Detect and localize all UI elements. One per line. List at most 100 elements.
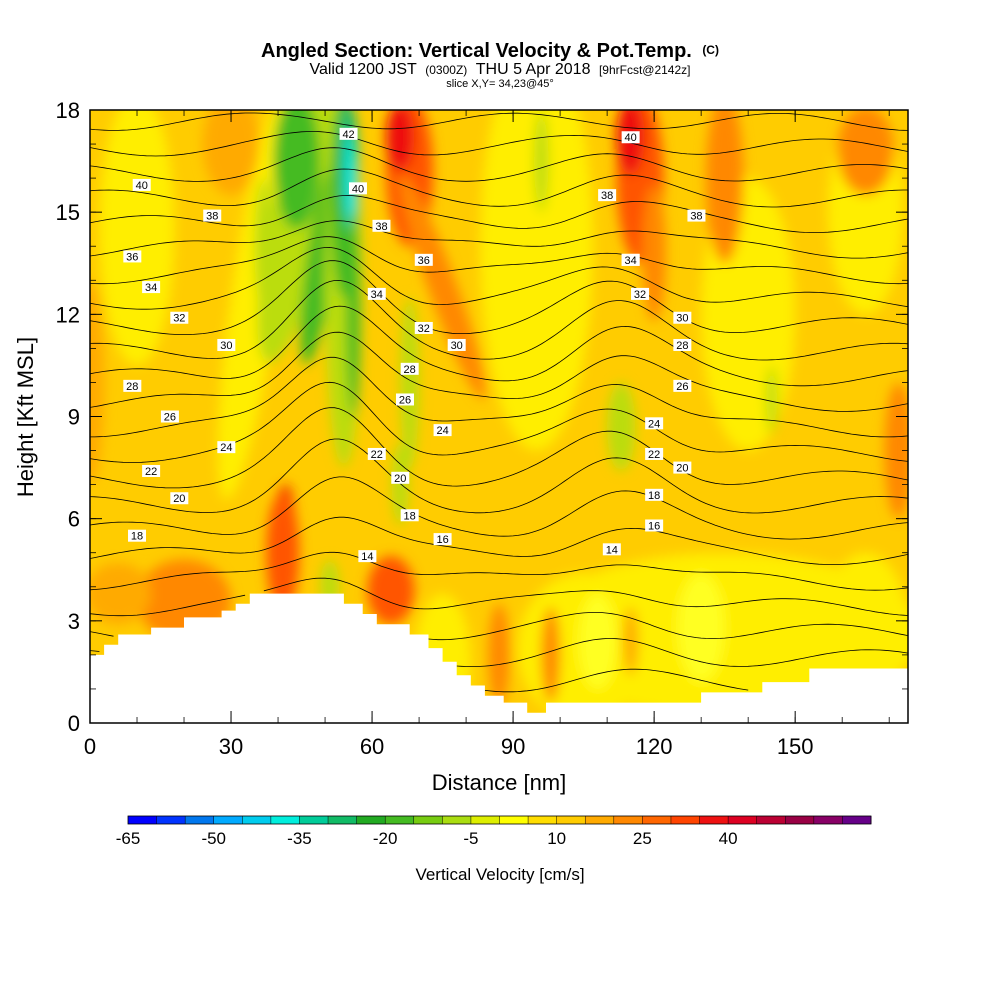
- valid-date: THU 5 Apr 2018: [476, 61, 591, 78]
- theta-contour-label: 26: [160, 410, 179, 424]
- x-axis-label: Distance [nm]: [432, 770, 567, 795]
- theta-contour-label: 40: [132, 178, 151, 192]
- contour-label-text: 38: [601, 190, 613, 202]
- contour-label-text: 18: [648, 490, 660, 502]
- velocity-cell: [766, 365, 778, 434]
- contour-label-box: [348, 182, 367, 195]
- colorbar-swatch: [699, 816, 729, 824]
- theta-contour-line: [90, 476, 908, 540]
- contour-label-box: [217, 338, 236, 351]
- contour-label-text: 24: [436, 425, 448, 437]
- colorbar-swatch: [385, 816, 415, 824]
- theta-contour-labels: 4240404038383838363636343434323232303030…: [123, 127, 706, 563]
- plot-area: 4240404038383838363636343434323232303030…: [90, 110, 908, 723]
- x-tick-label: 150: [777, 734, 814, 759]
- contour-label-box: [367, 447, 386, 460]
- contour-label-box: [673, 461, 692, 474]
- contour-label-box: [142, 464, 161, 477]
- theta-contour-line: [90, 112, 908, 131]
- theta-contour-label: 34: [621, 253, 640, 267]
- contour-label-box: [414, 321, 433, 334]
- contour-label-text: 40: [625, 132, 637, 144]
- theta-contour-line: [90, 147, 908, 182]
- contour-label-box: [128, 529, 147, 542]
- theta-contour-line: [90, 168, 908, 208]
- colorbar-swatch: [642, 816, 672, 824]
- contour-label-text: 28: [404, 364, 416, 376]
- contour-label-text: 40: [352, 183, 364, 195]
- velocity-cell: [90, 562, 152, 625]
- chart-subtitle: Valid 1200 JST (0300Z) THU 5 Apr 2018 [9…: [309, 61, 690, 78]
- theta-contour-label: 34: [367, 287, 386, 301]
- theta-contour-line: [90, 220, 908, 259]
- contour-label-text: 28: [676, 340, 688, 352]
- theta-contour-label: 30: [447, 338, 466, 352]
- velocity-cell: [202, 110, 260, 196]
- theta-contour-label: 36: [414, 253, 433, 267]
- chart-title-main: Angled Section: Vertical Velocity & Pot.…: [261, 40, 692, 62]
- theta-contour-label: 16: [645, 519, 664, 532]
- contour-label-box: [673, 311, 692, 324]
- contour-label-box: [621, 253, 640, 266]
- theta-contour-line: [90, 331, 908, 412]
- colorbar-swatch: [670, 816, 701, 824]
- theta-contour-label: 18: [400, 509, 419, 522]
- colorbar-title: Vertical Velocity [cm/s]: [415, 865, 584, 884]
- x-tick-label: 90: [501, 734, 525, 759]
- colorbar-swatch: [585, 816, 615, 824]
- theta-contour-label: 14: [358, 550, 377, 563]
- colorbar-swatch: [785, 816, 815, 824]
- velocity-cell: [480, 110, 594, 451]
- velocity-cell: [488, 603, 510, 706]
- colorbar-tick-label: -5: [463, 829, 478, 848]
- y-tick-label: 18: [56, 98, 80, 123]
- contour-label-text: 38: [690, 211, 702, 223]
- theta-contour-label: 18: [645, 488, 664, 502]
- theta-contour-label: 40: [348, 182, 367, 195]
- theta-contour-line: [90, 131, 908, 157]
- theta-contour-label: 22: [142, 464, 161, 478]
- contour-label-box: [414, 253, 433, 266]
- contour-label-text: 22: [145, 466, 157, 478]
- theta-contour-label: 32: [414, 321, 433, 335]
- contour-label-text: 30: [220, 340, 232, 352]
- theta-contour-label: 38: [687, 209, 706, 223]
- colorbar-tick-label: 25: [633, 829, 652, 848]
- y-tick-label: 6: [68, 507, 80, 532]
- theta-contour-label: 22: [367, 447, 386, 461]
- y-tick-label: 12: [56, 302, 80, 327]
- colorbar-swatch: [442, 816, 472, 824]
- theta-contour-line: [90, 260, 908, 335]
- theta-contour-label: 26: [395, 393, 414, 406]
- contour-label-text: 24: [220, 442, 232, 454]
- contour-label-text: 38: [206, 211, 218, 223]
- contour-label-box: [645, 488, 664, 501]
- contour-label-box: [673, 379, 692, 392]
- contour-label-box: [391, 471, 410, 484]
- slice-info: slice X,Y= 34,23@45°: [446, 78, 554, 90]
- contour-label-box: [395, 393, 414, 406]
- y-tick-label: 3: [68, 609, 80, 634]
- contour-label-text: 26: [164, 412, 176, 424]
- velocity-cell: [677, 573, 725, 683]
- contour-label-text: 16: [648, 520, 660, 532]
- contour-label-text: 26: [676, 381, 688, 393]
- contour-label-box: [602, 543, 621, 556]
- contour-label-box: [372, 219, 391, 232]
- contour-label-text: 30: [676, 313, 688, 325]
- velocity-cell: [254, 178, 274, 315]
- theta-contour-line: [90, 577, 908, 617]
- velocity-cell: [578, 593, 617, 689]
- colorbar-tick-label: -65: [116, 829, 141, 848]
- velocity-cell: [346, 212, 361, 417]
- theta-contour-label: 38: [372, 219, 391, 233]
- contour-label-box: [645, 519, 664, 532]
- velocity-cell: [541, 607, 561, 703]
- contour-label-text: 32: [173, 313, 185, 325]
- contour-label-box: [645, 417, 664, 430]
- colorbar-swatch: [528, 816, 558, 824]
- contour-label-text: 16: [436, 534, 448, 546]
- colorbar-swatch: [356, 816, 386, 824]
